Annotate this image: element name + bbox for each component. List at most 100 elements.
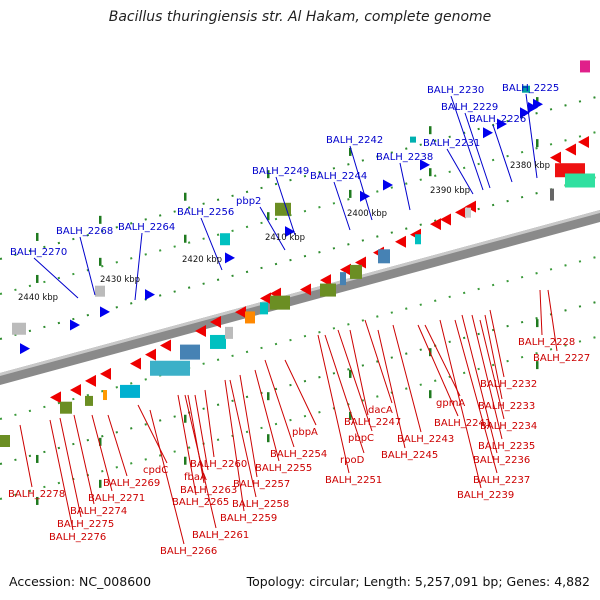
gene-feature (580, 60, 590, 73)
kbp-tick (429, 168, 432, 177)
kbp-tick (429, 126, 432, 135)
gene-label-lower: BALH_2265 (172, 497, 229, 508)
gene-arrow (85, 374, 96, 387)
leader-line (450, 95, 484, 191)
gene-arrow (440, 213, 451, 226)
gene-feature (410, 136, 416, 143)
gene-label-lower: BALH_2245 (381, 450, 438, 461)
kbp-tick (429, 390, 432, 399)
gene-label-lower: BALH_2232 (480, 379, 537, 390)
gene-feature (550, 188, 554, 201)
leader-line (399, 162, 411, 211)
gene-feature (220, 233, 230, 246)
kbp-tick (536, 319, 539, 328)
gene-label-lower: BALH_2254 (270, 449, 327, 460)
gene-arrow (355, 256, 366, 269)
leader-line (525, 93, 538, 179)
gene-label-lower: rpoD (340, 455, 365, 466)
track-dots (0, 255, 600, 420)
kbp-tick (184, 456, 187, 465)
gene-label-lower: BALH_2251 (325, 475, 382, 486)
leader-line (392, 324, 422, 433)
leader-line (377, 329, 406, 449)
gene-label-lower: gpmA (436, 398, 465, 409)
gene-arrow (100, 306, 110, 318)
gene-label-lower: cpdC (143, 465, 168, 476)
gene-arrow (50, 391, 61, 404)
accession-label: Accession: NC_008600 (9, 574, 152, 589)
gene-label-lower: BALH_2236 (473, 455, 530, 466)
gene-feature (150, 360, 190, 376)
gene-feature (225, 326, 233, 339)
gene-arrow (520, 107, 530, 119)
gene-feature (95, 285, 105, 297)
leader-line (461, 314, 498, 454)
gene-feature (0, 435, 10, 447)
kbp-tick (99, 257, 102, 266)
leader-line (484, 314, 503, 400)
kbp-tick (267, 392, 270, 401)
leader-line (200, 217, 223, 271)
kbp-label: 2430 kbp (100, 275, 140, 285)
gene-feature (522, 85, 530, 93)
gene-arrow (465, 200, 476, 213)
leader-line (424, 324, 461, 397)
kbp-tick (36, 274, 39, 283)
leader-line (454, 319, 498, 474)
gene-arrow (195, 325, 206, 338)
leader-line (19, 424, 33, 488)
leader-line (349, 329, 369, 416)
gene-label-upper: BALH_2231 (423, 138, 480, 149)
gene-label-lower: BALH_2233 (478, 401, 535, 412)
gene-arrow (550, 151, 561, 164)
gene-label-lower: BALH_2276 (49, 532, 106, 543)
leader-line (547, 289, 558, 352)
gene-arrow (100, 367, 111, 380)
leader-line (91, 414, 113, 492)
kbp-tick (36, 454, 39, 463)
gene-label-lower: BALH_2259 (220, 513, 277, 524)
kbp-tick (267, 434, 270, 443)
gene-label-lower: fbaA (184, 472, 207, 483)
gene-feature (340, 272, 346, 286)
genome-backbone-highlight (0, 210, 600, 376)
kbp-tick (184, 192, 187, 201)
gene-arrow (285, 226, 295, 238)
gene-label-lower: BALH_2227 (533, 353, 590, 364)
gene-label-upper: BALH_2230 (427, 85, 484, 96)
gene-label-lower: BALH_2257 (233, 479, 290, 490)
track-dots (0, 175, 600, 340)
leader-line (73, 414, 95, 505)
gene-arrow (160, 339, 171, 352)
gene-label-upper: BALH_2268 (56, 226, 113, 237)
genome-summary: Topology: circular; Length: 5,257,091 bp… (246, 574, 590, 589)
gene-feature (320, 283, 336, 297)
leader-line (539, 289, 543, 336)
gene-arrow (145, 348, 156, 361)
gene-feature (270, 295, 290, 310)
map-title: Bacillus thuringiensis str. Al Hakam, co… (108, 9, 492, 25)
gene-label-lower: pbpA (292, 427, 318, 438)
gene-arrow (533, 98, 543, 110)
gene-feature (120, 384, 140, 398)
gene-label-upper: BALH_2264 (118, 222, 175, 233)
kbp-tick (267, 212, 270, 221)
gene-feature (210, 334, 226, 349)
gene-feature (103, 390, 107, 401)
kbp-tick (184, 234, 187, 243)
gene-label-lower: BALH_2271 (88, 493, 145, 504)
kbp-label: 2400 kbp (347, 209, 387, 219)
leader-line (137, 404, 168, 464)
kbp-tick (36, 496, 39, 505)
kbp-label: 2390 kbp (430, 186, 470, 196)
gene-arrow (225, 252, 235, 264)
kbp-tick (349, 411, 352, 420)
gene-arrow (383, 179, 393, 191)
gene-label-lower: BALH_2269 (103, 478, 160, 489)
gene-arrow (260, 292, 271, 305)
gene-arrow (497, 118, 507, 130)
gene-arrow (210, 315, 221, 328)
gene-label-lower: BALH_2237 (473, 475, 530, 486)
gene-arrow (430, 218, 441, 231)
kbp-label: 2380 kbp (510, 161, 550, 171)
